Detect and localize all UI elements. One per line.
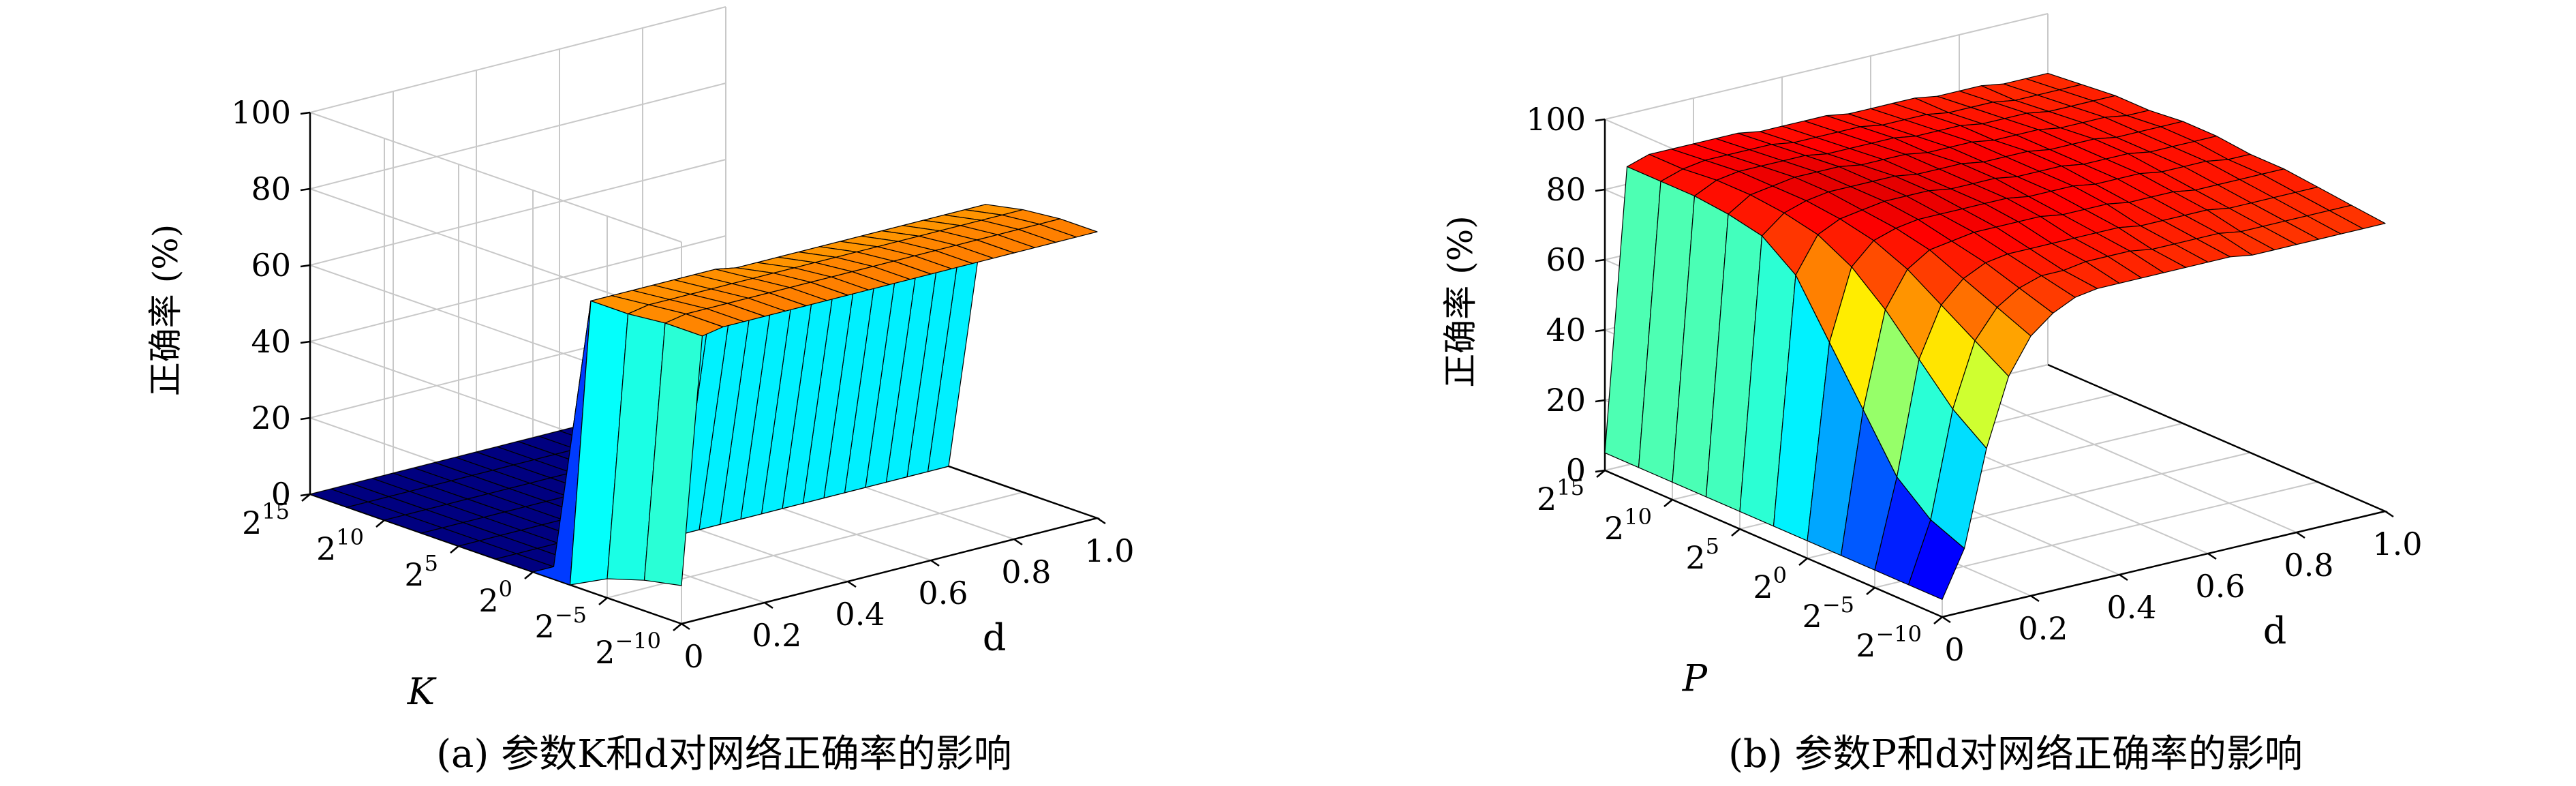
y-tick-label: 1.0 bbox=[1084, 532, 1134, 569]
z-tick-label: 0 bbox=[271, 476, 291, 513]
z-tick-label: 100 bbox=[231, 94, 291, 131]
x-tick-label: 20 bbox=[478, 576, 512, 619]
x-tick-label: 215 bbox=[1537, 474, 1584, 517]
y-tick-label: 0.6 bbox=[918, 575, 968, 611]
surface-patch bbox=[643, 322, 703, 586]
z-tick-label: 40 bbox=[251, 323, 291, 360]
surface bbox=[309, 204, 1098, 586]
x-axis-label: P bbox=[1682, 656, 1708, 699]
x-tick-label: 2−10 bbox=[595, 628, 661, 671]
panel-caption: (b) 参数P和d对网络正确率的影响 bbox=[1728, 732, 2303, 776]
x-axis-label: K bbox=[407, 670, 437, 713]
z-tick-label: 40 bbox=[1546, 312, 1586, 348]
y-tick-label: 0.4 bbox=[2106, 589, 2156, 626]
y-tick-label: 0.8 bbox=[2284, 547, 2333, 584]
x-tick-label: 2−5 bbox=[535, 602, 587, 645]
z-tick-label: 60 bbox=[251, 247, 291, 284]
chart-panel-a: 0 20 40 60 80 100 正确率 (%) 215 210 25 20 2−52−10 K 0 0.… bbox=[146, 6, 1135, 776]
x-tick-label: 215 bbox=[242, 498, 290, 541]
y-tick-label: 0.2 bbox=[752, 617, 801, 654]
z-tick-label: 20 bbox=[251, 399, 291, 436]
z-tick-label: 100 bbox=[1526, 101, 1586, 138]
z-axis-label: 正确率 (%) bbox=[146, 224, 185, 396]
z-tick-label: 80 bbox=[251, 170, 291, 207]
x-tick-label: 2−10 bbox=[1856, 621, 1922, 664]
y-tick-label: 0.4 bbox=[835, 596, 885, 633]
z-tick-label: 80 bbox=[1546, 171, 1586, 208]
chart-panel-b: 0 20 40 60 80 100 正确率 (%) 215 210 25 20 2−52−10 P 0 0.… bbox=[1441, 13, 2423, 776]
x-tick-label: 2−5 bbox=[1803, 592, 1854, 635]
panel-caption: (a) 参数K和d对网络正确率的影响 bbox=[436, 732, 1012, 776]
z-tick-label: 0 bbox=[1566, 452, 1586, 489]
y-axis-label: d bbox=[983, 616, 1007, 659]
z-axis-label: 正确率 (%) bbox=[1441, 215, 1480, 387]
y-tick-label: 0 bbox=[684, 638, 703, 675]
y-tick-label: 0.6 bbox=[2195, 568, 2245, 605]
x-tick-label: 20 bbox=[1753, 562, 1787, 605]
y-tick-label: 1.0 bbox=[2372, 526, 2422, 562]
surface-patch bbox=[1907, 519, 1965, 600]
y-tick-label: 0.2 bbox=[2018, 610, 2068, 647]
x-tick-label: 25 bbox=[404, 550, 438, 593]
y-tick-label: 0 bbox=[1944, 631, 1964, 668]
y-tick-label: 0.8 bbox=[1001, 554, 1051, 590]
y-axis-label: d bbox=[2263, 609, 2287, 652]
surface bbox=[1604, 72, 2386, 600]
z-tick-label: 20 bbox=[1546, 382, 1586, 419]
x-tick-label: 210 bbox=[1604, 504, 1652, 547]
x-tick-label: 210 bbox=[316, 524, 364, 567]
z-tick-label: 60 bbox=[1546, 241, 1586, 278]
x-tick-label: 25 bbox=[1685, 533, 1719, 576]
